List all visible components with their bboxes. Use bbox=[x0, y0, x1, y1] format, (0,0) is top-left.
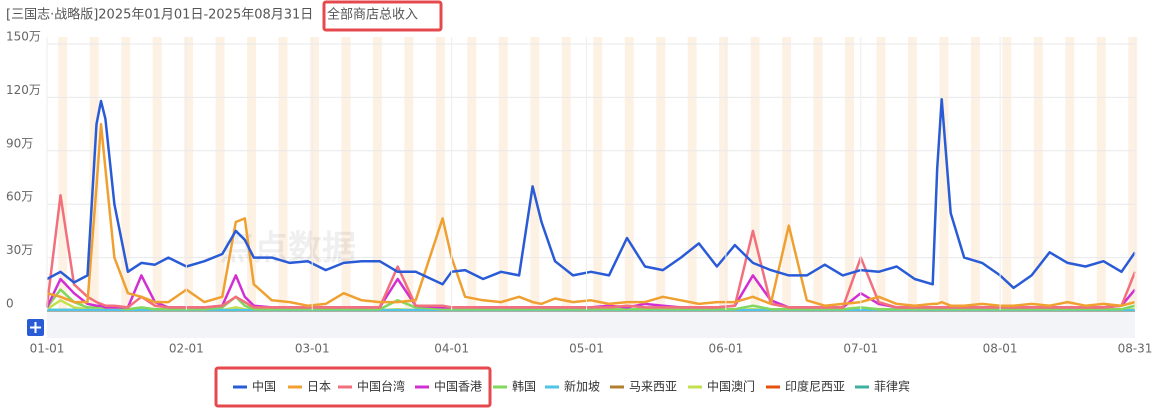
lines bbox=[45, 97, 1137, 312]
x-tick-label: 01-01 bbox=[30, 342, 65, 356]
legend-item[interactable]: 中国澳门 bbox=[688, 379, 755, 394]
x-tick-label: 02-01 bbox=[169, 342, 204, 356]
weekend-band bbox=[278, 37, 288, 310]
highlight-box bbox=[322, 0, 443, 32]
legend-item[interactable]: 菲律宾 bbox=[855, 379, 910, 394]
legend-item[interactable]: 新加坡 bbox=[545, 379, 600, 394]
weekend-band bbox=[310, 37, 319, 310]
weekend-band bbox=[656, 37, 666, 310]
legend-item[interactable]: 马来西亚 bbox=[610, 380, 677, 394]
weekend-band bbox=[876, 37, 886, 310]
weekend-band bbox=[561, 37, 571, 310]
weekend-band bbox=[1096, 37, 1106, 310]
legend-item[interactable]: 中国香港 bbox=[415, 379, 482, 394]
y-tick-label: 90万 bbox=[6, 136, 33, 150]
legend-item[interactable]: 印度尼西亚 bbox=[766, 379, 845, 394]
x-tick-label: 06-01 bbox=[708, 342, 743, 356]
y-tick-label: 60万 bbox=[6, 190, 33, 204]
series-line bbox=[46, 122, 1136, 307]
weekend-band bbox=[593, 37, 603, 310]
weekend-band bbox=[404, 37, 414, 310]
weekend-band bbox=[435, 37, 445, 310]
legend-label: 中国 bbox=[252, 379, 276, 394]
legend-label: 新加坡 bbox=[564, 379, 600, 394]
y-tick-label: 120万 bbox=[6, 83, 41, 97]
weekend-band bbox=[184, 37, 194, 310]
weekend-band bbox=[152, 37, 162, 310]
legend-label: 中国澳门 bbox=[707, 379, 755, 394]
highlight-box bbox=[214, 366, 492, 408]
legend-label: 马来西亚 bbox=[629, 380, 677, 394]
legend-item[interactable]: 日本 bbox=[288, 380, 331, 394]
legend: 中国 日本 中国台湾 中国香港 韩国 新加坡 马来西亚 中国澳门 印度尼西亚 菲律宾 bbox=[233, 379, 910, 394]
series-line bbox=[46, 97, 1137, 290]
weekend-band bbox=[372, 37, 382, 310]
weekend-band bbox=[1128, 37, 1138, 310]
plus-icon bbox=[30, 322, 41, 333]
legend-label: 中国台湾 bbox=[357, 379, 405, 394]
weekend-band bbox=[624, 37, 634, 310]
weekend-band bbox=[970, 37, 980, 310]
x-tick-label: 08-31 bbox=[1118, 342, 1153, 356]
weekend-band bbox=[907, 37, 917, 310]
weekend-band bbox=[782, 37, 792, 310]
x-tick-label: 08-01 bbox=[983, 342, 1018, 356]
y-tick-label: 150万 bbox=[6, 30, 41, 44]
y-tick-label: 0 bbox=[6, 297, 14, 311]
chart-title: [三国志·战略版]2025年01月01日-2025年08月31日 bbox=[6, 7, 313, 23]
legend-item[interactable]: 中国 bbox=[233, 379, 276, 394]
weekend-band bbox=[687, 37, 697, 310]
legend-label: 日本 bbox=[307, 380, 331, 394]
weekend-band bbox=[750, 37, 760, 310]
weekend-band bbox=[215, 37, 225, 310]
legend-item[interactable]: 韩国 bbox=[493, 379, 536, 394]
weekend-band bbox=[247, 37, 257, 310]
weekend-band bbox=[939, 37, 949, 310]
x-tick-label: 04-01 bbox=[434, 342, 469, 356]
weekend-band bbox=[813, 37, 823, 310]
weekend-band bbox=[121, 37, 131, 310]
weekend-band bbox=[467, 37, 477, 310]
weekend-band bbox=[341, 37, 351, 310]
y-tick-label: 30万 bbox=[6, 243, 33, 257]
range-slider[interactable] bbox=[47, 312, 1135, 338]
legend-label: 印度尼西亚 bbox=[785, 379, 845, 394]
weekend-band bbox=[1065, 37, 1075, 310]
x-tick-label: 03-01 bbox=[295, 342, 330, 356]
weekend-band bbox=[719, 37, 729, 310]
x-tick-label: 07-01 bbox=[843, 342, 878, 356]
series-line bbox=[45, 194, 1137, 309]
series-line bbox=[46, 288, 1136, 311]
legend-label: 菲律宾 bbox=[874, 379, 910, 394]
weekend-band bbox=[1002, 37, 1012, 310]
x-axis: 01-01 02-01 03-01 04-01 05-01 06-01 07-01 08-01… bbox=[30, 37, 1153, 356]
weekend-band bbox=[58, 37, 68, 310]
weekend-band bbox=[845, 37, 855, 310]
weekend-band bbox=[530, 37, 540, 310]
weekend-band bbox=[1033, 37, 1043, 310]
chart-subtitle: 全部商店总收入 bbox=[327, 7, 418, 23]
legend-label: 韩国 bbox=[512, 379, 536, 394]
legend-item[interactable]: 中国台湾 bbox=[338, 379, 405, 394]
background bbox=[58, 37, 1138, 310]
legend-label: 中国香港 bbox=[434, 379, 482, 394]
weekend-band bbox=[498, 37, 508, 310]
x-tick-label: 05-01 bbox=[569, 342, 604, 356]
